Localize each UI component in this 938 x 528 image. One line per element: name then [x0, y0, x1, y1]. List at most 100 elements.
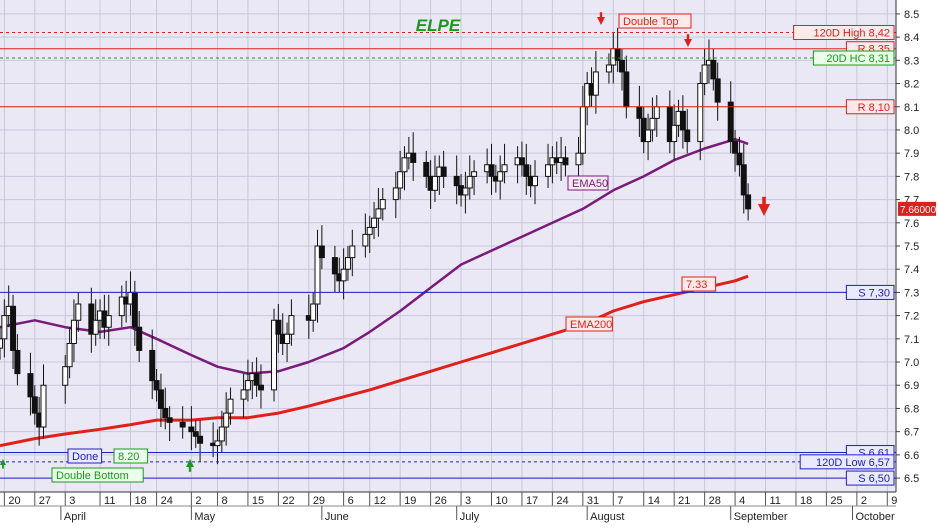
candle-body: [497, 171, 504, 182]
candle-body: [118, 296, 125, 317]
candle-body: [649, 117, 656, 131]
x-tick-label: 15: [252, 495, 264, 507]
candle-body: [27, 373, 34, 398]
candle-body: [149, 349, 156, 382]
target-label-box: [681, 276, 717, 292]
month-label: September: [734, 511, 788, 523]
candle-body: [257, 384, 264, 391]
x-tick-label: 7: [617, 495, 623, 507]
double-top-arrow-1: [597, 17, 605, 25]
candle-body: [344, 257, 351, 270]
candle-body: [310, 303, 317, 321]
x-tick-label: 11: [770, 495, 781, 507]
candle-body: [375, 208, 382, 219]
candle-body: [40, 384, 47, 428]
candle-body: [701, 64, 708, 85]
candle-body: [240, 389, 247, 400]
ema200-label-box: [565, 316, 613, 332]
y-tick-label: 8.4: [904, 32, 919, 44]
x-tick-label: 21: [678, 495, 690, 507]
y-tick-label: 8.2: [904, 79, 919, 91]
y-tick-label: 6.6: [904, 450, 919, 462]
y-tick-label: 6.9: [904, 380, 919, 392]
candle-body: [392, 187, 399, 201]
x-tick-label: 31: [587, 495, 599, 507]
level-label-box: [845, 470, 895, 486]
candle-body: [440, 166, 447, 177]
candle-body: [562, 157, 569, 166]
candle-body: [10, 305, 17, 351]
x-tick-label: 2: [195, 495, 201, 507]
candle-body: [697, 83, 704, 143]
y-tick-label: 7.5: [904, 241, 919, 253]
candle-body: [636, 106, 643, 119]
candle-body: [745, 194, 752, 210]
x-tick-label: 14: [648, 495, 660, 507]
y-tick-label: 7.4: [904, 264, 919, 276]
x-tick-label: 28: [709, 495, 721, 507]
y-tick-label: 7.2: [904, 311, 919, 323]
candle-body: [314, 245, 321, 305]
candle-body: [197, 435, 204, 444]
candle-body: [592, 71, 599, 96]
sell-arrow: [758, 204, 770, 216]
month-label: May: [194, 511, 215, 523]
y-tick-label: 8.0: [904, 125, 919, 137]
y-tick-label: 7.6: [904, 218, 919, 230]
candle-body: [192, 431, 199, 437]
last-price-label: 7.66000: [900, 205, 937, 216]
candle-body: [523, 164, 530, 177]
level-label: 120D Low 6,57: [816, 457, 890, 469]
candle-body: [70, 319, 77, 344]
done-value-label-box: [113, 448, 149, 464]
candle-body: [671, 124, 678, 143]
target-label: 7.33: [686, 279, 707, 291]
candle-body: [684, 129, 691, 143]
y-axis: 6.56.66.76.86.97.07.17.27.37.47.57.67.77…: [895, 0, 937, 492]
candle-body: [288, 315, 295, 335]
annotations: Double Top Double Bottom Done 8.20 EMA50 EMA2…: [0, 12, 770, 483]
x-tick-label: 29: [313, 495, 325, 507]
candle-body: [166, 417, 173, 423]
candle-body: [462, 187, 469, 196]
ema200-label: EMA200: [570, 319, 612, 331]
y-tick-label: 6.8: [904, 403, 919, 415]
candle-body: [714, 78, 721, 103]
candle-body: [284, 333, 291, 344]
x-tick-label: 12: [374, 495, 386, 507]
candle-body: [227, 398, 234, 414]
candle-body: [645, 129, 652, 143]
y-tick-label: 7.8: [904, 171, 919, 183]
ema50-label-box: [567, 175, 609, 191]
level-label-box: [845, 99, 895, 115]
candle-body: [223, 412, 230, 428]
candle-body: [14, 349, 21, 375]
month-label: April: [64, 511, 86, 523]
y-tick-label: 7.1: [904, 334, 919, 346]
level-label-box: [793, 24, 895, 40]
x-tick-label: 27: [39, 495, 51, 507]
candle-body: [157, 389, 164, 409]
candle-body: [340, 268, 347, 282]
done-value-label: 8.20: [118, 451, 139, 463]
candle-body: [253, 373, 260, 386]
y-tick-label: 7.3: [904, 287, 919, 299]
candle-body: [162, 407, 169, 419]
x-tick-label: 25: [830, 495, 842, 507]
candle-body: [0, 338, 3, 349]
y-tick-label: 7.9: [904, 148, 919, 160]
candle-body: [575, 152, 582, 166]
candle-body: [466, 175, 473, 189]
x-axis: 20 27 3 11 18 24 2 8 15 22 29 6 12 19 26 3 10 17 24 31 7 14 21…: [0, 491, 938, 528]
candle-body: [331, 257, 338, 275]
y-tick-label: 6.5: [904, 473, 919, 485]
candle-body: [727, 101, 734, 143]
x-tick-label: 2: [861, 495, 867, 507]
x-tick-label: 17: [526, 495, 538, 507]
done-label-box: [67, 448, 103, 464]
month-label: June: [325, 511, 349, 523]
ema200-line: [0, 274, 749, 448]
x-tick-label: 20: [8, 495, 20, 507]
x-tick-label: 26: [435, 495, 447, 507]
